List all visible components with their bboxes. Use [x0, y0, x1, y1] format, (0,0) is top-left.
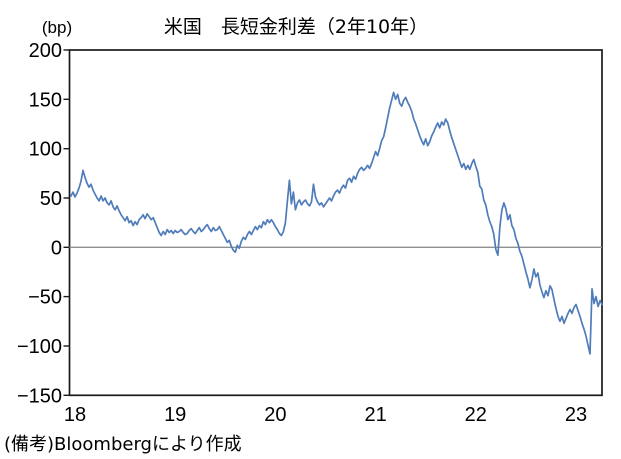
- x-tick-label: 18: [64, 404, 86, 426]
- y-tick-label: 150: [29, 89, 62, 111]
- spread-line: [70, 91, 603, 355]
- chart-title: 米国 長短金利差（2年10年）: [164, 16, 428, 38]
- x-axis-ticks: 18 19 20 21 22 23: [64, 404, 587, 426]
- x-tick-label: 23: [565, 404, 587, 426]
- y-tick-label: −100: [17, 336, 62, 358]
- y-tick-label: 50: [40, 188, 62, 210]
- x-tick-label: 21: [364, 404, 386, 426]
- y-axis-ticks: 200 150 100 50 0 −50 −100 −150: [17, 40, 70, 407]
- x-tick-label: 19: [164, 404, 186, 426]
- x-tick-label: 20: [264, 404, 286, 426]
- y-tick-label: −150: [17, 385, 62, 407]
- plot-border: [68, 49, 603, 397]
- y-tick-label: 100: [29, 139, 62, 161]
- source-note: (備考)Bloombergにより作成: [4, 434, 242, 455]
- x-tick-label: 22: [465, 404, 487, 426]
- y-tick-label: 0: [51, 237, 62, 259]
- unit-label: (bp): [42, 18, 72, 37]
- y-tick-label: 200: [29, 40, 62, 62]
- y-tick-label: −50: [28, 287, 62, 309]
